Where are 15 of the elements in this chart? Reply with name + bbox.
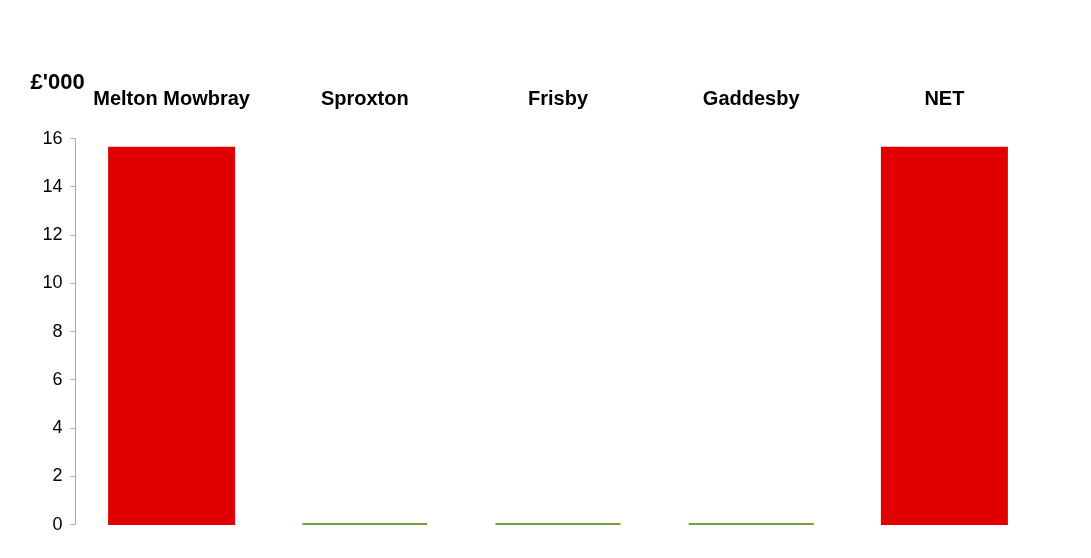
y-tick-label: 8 <box>52 320 63 341</box>
y-tick-label: 12 <box>42 224 63 244</box>
y-tick-label: 10 <box>42 272 63 293</box>
y-tick-label: 2 <box>52 465 63 486</box>
y-tick-label: 6 <box>52 368 63 389</box>
y-tick-label: 16 <box>42 127 63 148</box>
x-tick-label: Sproxton <box>320 86 409 109</box>
y-axis-title: £'000 <box>30 68 85 94</box>
y-tick-label: 14 <box>42 175 63 196</box>
x-tick-label: Frisby <box>527 86 589 109</box>
y-tick-label: 0 <box>52 513 63 534</box>
y-tick-label: 4 <box>52 417 63 437</box>
x-tick-label: NET <box>924 86 965 109</box>
x-tick-label: Gaddesby <box>702 86 801 109</box>
x-tick-label: Melton Mowbray <box>93 86 251 109</box>
